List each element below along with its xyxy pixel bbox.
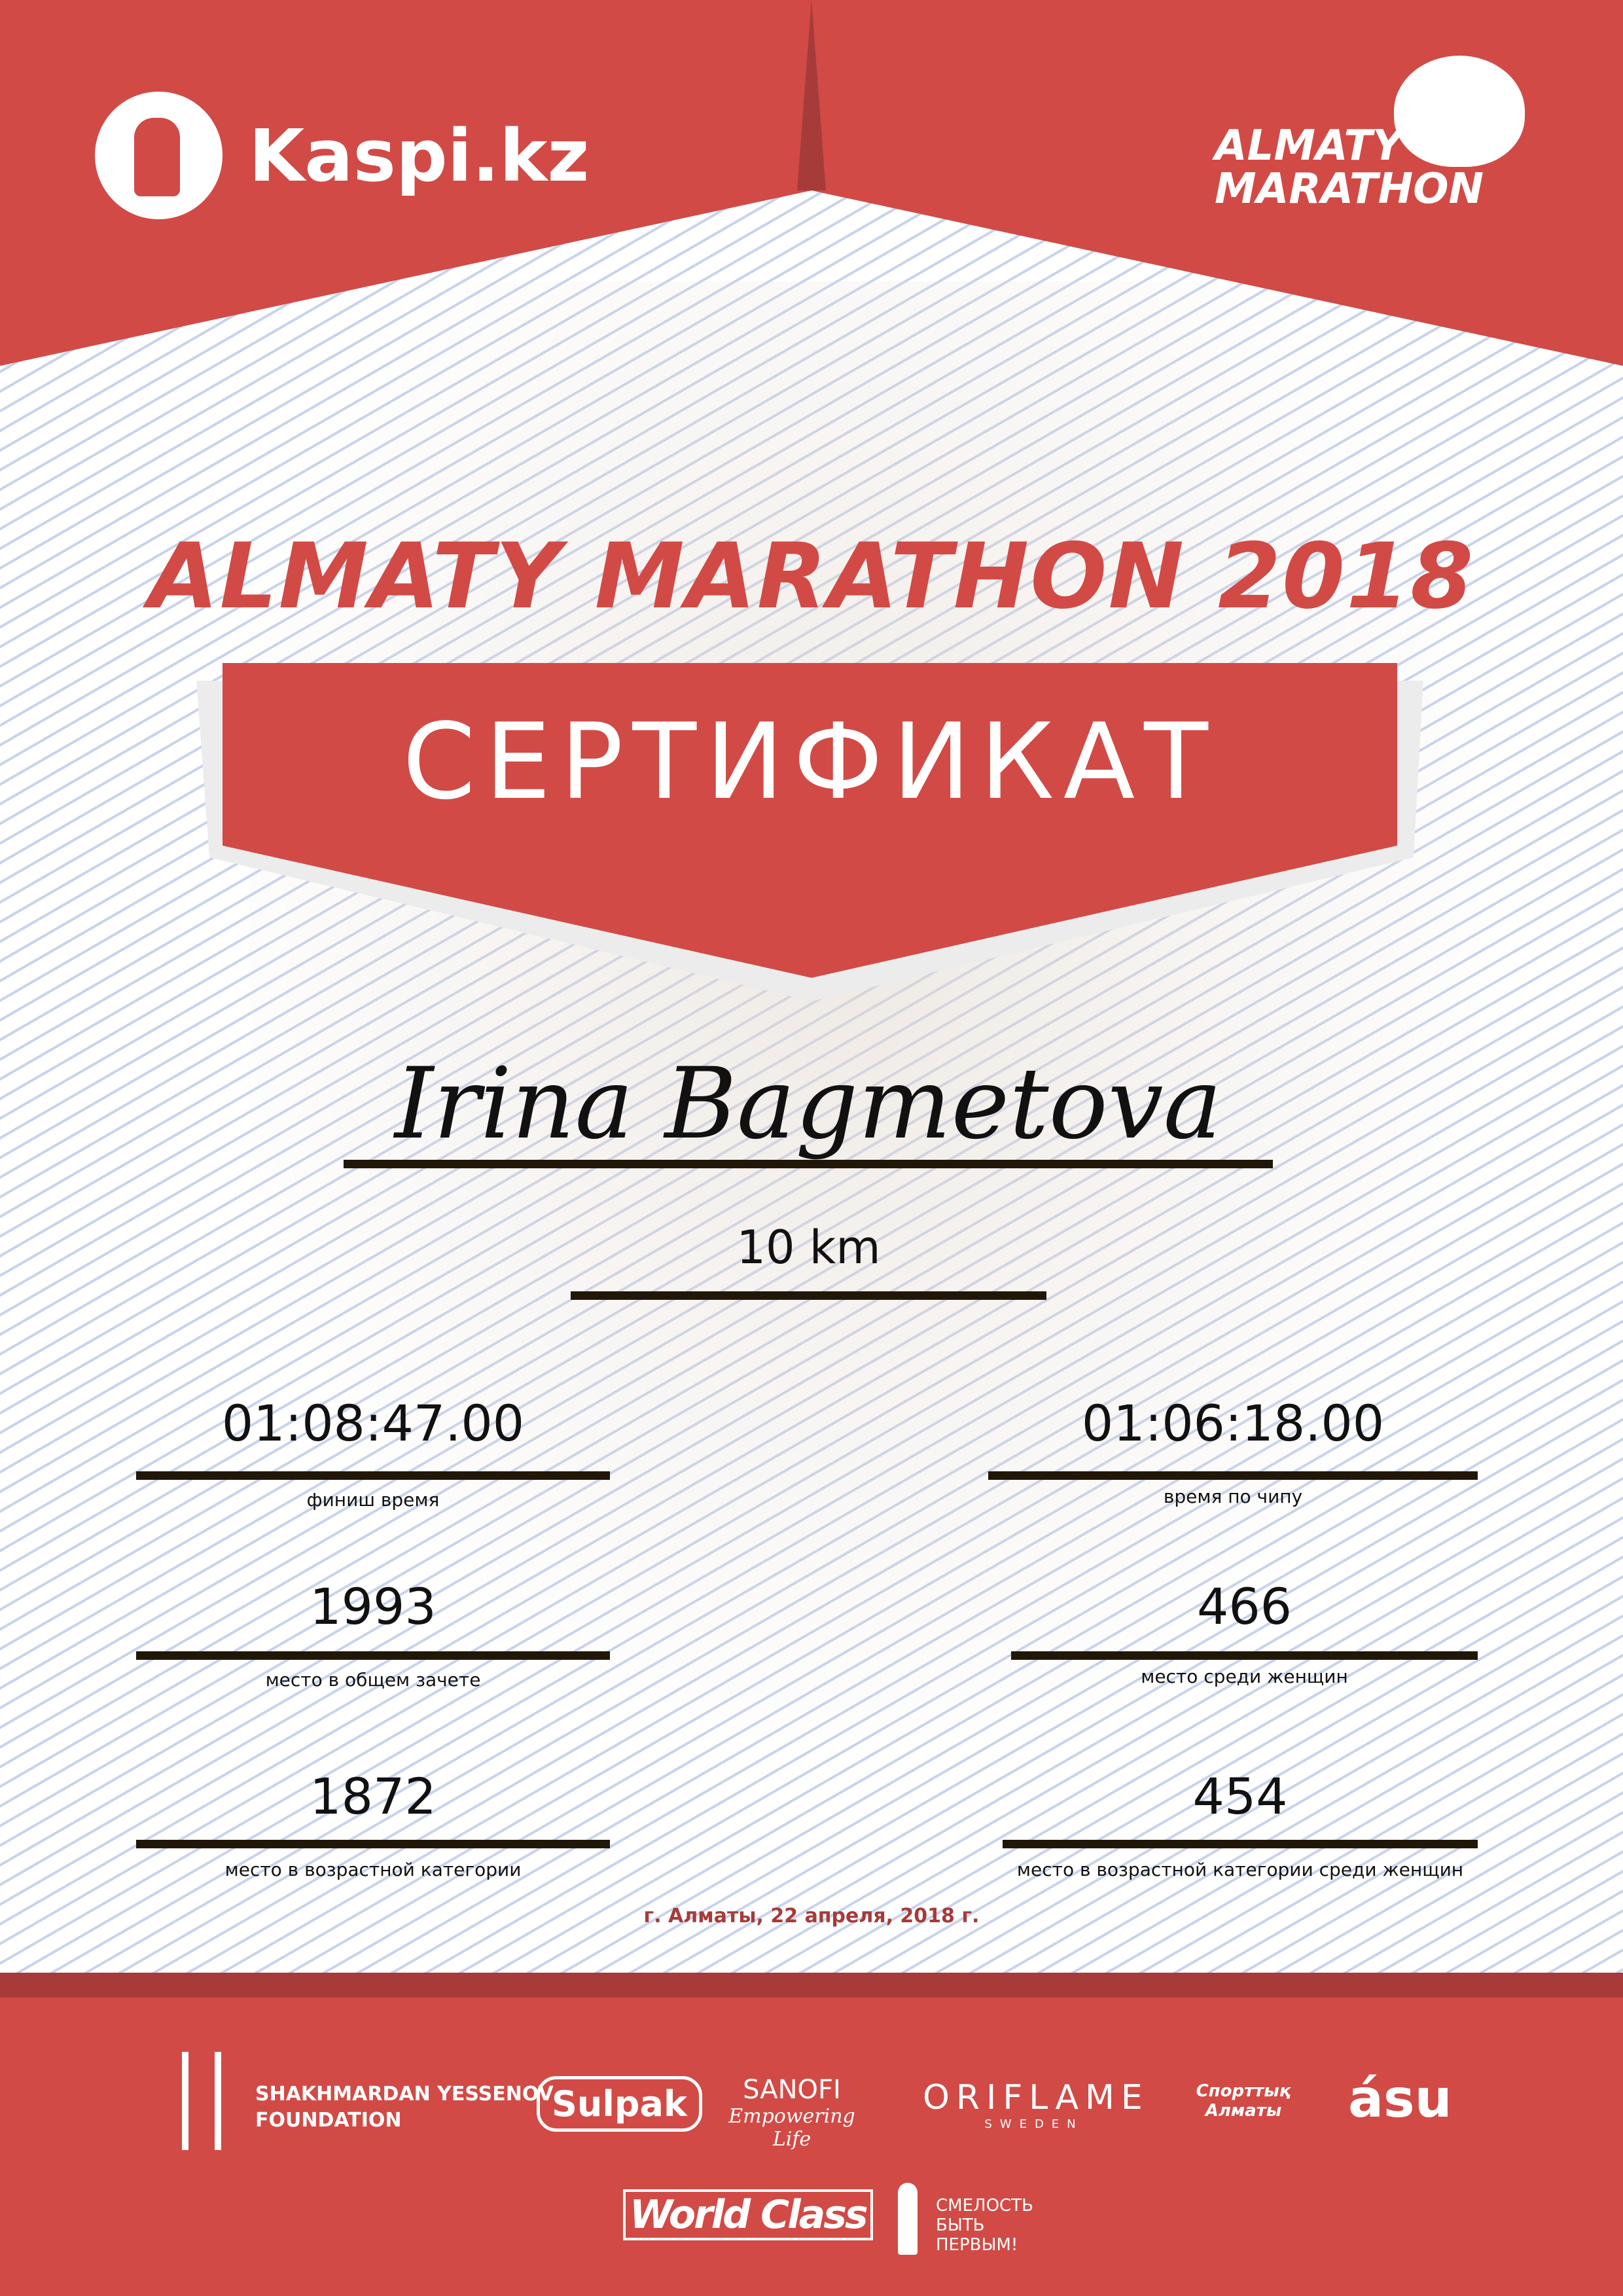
overall-place-label: место в общем зачете xyxy=(265,1669,481,1691)
certificate-heading: СЕРТИФИКАТ xyxy=(402,700,1217,823)
fund-line3: ПЕРВЫМ! xyxy=(936,2235,1018,2255)
oriflame-sub: SWEDEN xyxy=(984,2117,1084,2131)
overall-place-value: 1993 xyxy=(310,1577,437,1636)
oriflame-logo: ORIFLAME SWEDEN xyxy=(923,2078,1145,2131)
yessenov-logo: SHAKHMARDAN YESSENOV FOUNDATION xyxy=(255,2081,554,2134)
name-underline xyxy=(344,1160,1273,1168)
sanofi-tagline: Empowering Life xyxy=(728,2105,855,2151)
oriflame-text: ORIFLAME xyxy=(923,2078,1149,2117)
kaspi-logo-text: Kaspi.kz xyxy=(249,113,590,198)
finish-time-label: финиш время xyxy=(306,1489,440,1511)
fund-line2: БЫТЬ xyxy=(936,2215,985,2235)
sanofi-logo: SANOFI Empowering Life xyxy=(726,2075,857,2151)
issue-date: г. Алматы, 22 апреля, 2018 г. xyxy=(643,1905,980,1928)
underline xyxy=(1011,1651,1478,1660)
header-fold xyxy=(797,0,826,190)
distance-underline xyxy=(571,1291,1046,1300)
footer-dark-band xyxy=(0,1973,1623,1998)
underline xyxy=(136,1471,610,1480)
footer-band xyxy=(0,1998,1623,2296)
sport-almaty-logo: Спорттық Алматы xyxy=(1196,2081,1291,2121)
sanofi-text: SANOFI xyxy=(743,2075,841,2105)
fund-line1: СМЕЛОСТЬ xyxy=(936,2196,1033,2215)
yessenov-line2: FOUNDATION xyxy=(255,2109,402,2132)
certificate-banner xyxy=(223,663,1397,978)
participant-name: Irina Bagmetova xyxy=(394,1047,1222,1161)
yessenov-line1: SHAKHMARDAN YESSENOV xyxy=(255,2083,554,2106)
asu-logo: ásu xyxy=(1348,2068,1452,2129)
chip-time-value: 01:06:18.00 xyxy=(1081,1394,1385,1452)
kaspi-icon xyxy=(95,92,223,219)
underline xyxy=(136,1840,610,1848)
sulpak-logo: Sulpak xyxy=(537,2076,702,2132)
fund-logo: СМЕЛОСТЬ БЫТЬ ПЕРВЫМ! xyxy=(936,2196,1033,2255)
age-place-value: 1872 xyxy=(310,1767,437,1825)
event-title: ALMATY MARATHON 2018 xyxy=(148,524,1475,629)
fund-icon xyxy=(898,2183,918,2255)
kaspi-logo: Kaspi.kz xyxy=(95,92,589,219)
underline xyxy=(1003,1840,1478,1848)
age-place-label: место в возрастной категории xyxy=(224,1859,522,1880)
chip-time-label: время по чипу xyxy=(1163,1486,1303,1507)
runner-icon xyxy=(1394,56,1525,167)
women-age-place-value: 454 xyxy=(1192,1767,1288,1825)
women-place-label: место среди женщин xyxy=(1141,1666,1348,1687)
logo-line2: MARATHON xyxy=(1215,165,1484,213)
underline xyxy=(136,1651,610,1660)
finish-time-value: 01:08:47.00 xyxy=(221,1394,525,1452)
almaty-marathon-logo: ALMATY MARATHON xyxy=(1215,124,1484,211)
women-place-value: 466 xyxy=(1196,1577,1293,1636)
logo-line1: ALMATY xyxy=(1215,122,1403,170)
distance: 10 km xyxy=(736,1221,881,1274)
runners-photo xyxy=(249,281,1590,1885)
world-class-logo: World Class xyxy=(623,2189,873,2240)
yessenov-icon xyxy=(182,2052,221,2150)
women-age-place-label: место в возрастной категории среди женщи… xyxy=(1016,1859,1464,1880)
underline xyxy=(988,1471,1478,1480)
